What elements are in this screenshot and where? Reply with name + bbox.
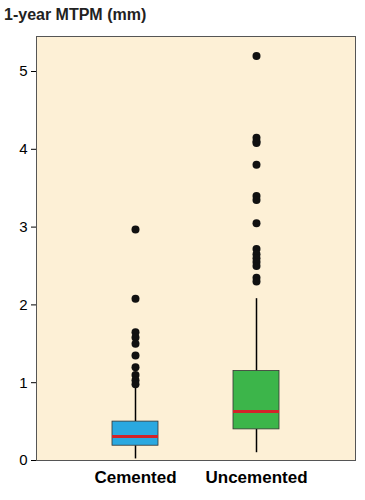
svg-text:Cemented: Cemented: [94, 468, 176, 487]
html-text:1-year MTPM (mm): 1-year MTPM (mm): [4, 6, 147, 23]
svg-text:2: 2: [19, 296, 27, 313]
svg-text:5: 5: [19, 62, 27, 79]
svg-text:3: 3: [19, 218, 27, 235]
svg-text:4: 4: [19, 140, 27, 157]
svg-text:1: 1: [19, 374, 27, 391]
svg-text:Uncemented: Uncemented: [205, 468, 307, 487]
svg-text:0: 0: [19, 451, 27, 468]
